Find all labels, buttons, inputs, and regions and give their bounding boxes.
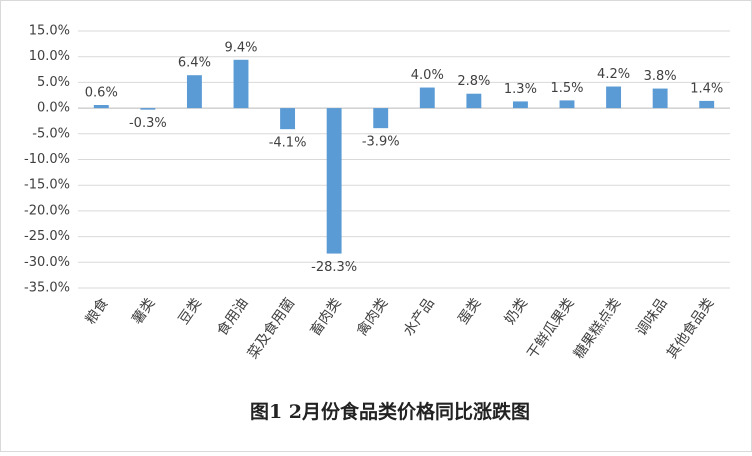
value-label: 1.3% bbox=[504, 82, 537, 97]
bar bbox=[559, 100, 575, 109]
y-tick-label: 0.0% bbox=[37, 101, 70, 116]
y-tick-label: -25.0% bbox=[24, 229, 70, 244]
y-tick-label: -20.0% bbox=[24, 203, 70, 218]
value-label: 1.4% bbox=[690, 81, 723, 96]
value-label: 2.8% bbox=[457, 74, 490, 89]
y-tick-label: -35.0% bbox=[24, 281, 70, 296]
value-label: 4.0% bbox=[411, 68, 444, 83]
value-label: 9.4% bbox=[224, 40, 257, 55]
value-label: 4.2% bbox=[597, 67, 630, 82]
y-tick-label: 15.0% bbox=[29, 24, 70, 39]
value-label: 0.6% bbox=[85, 86, 118, 101]
y-tick-label: -5.0% bbox=[32, 126, 70, 141]
value-label: -4.1% bbox=[269, 136, 307, 151]
value-label: 3.8% bbox=[644, 69, 677, 84]
bar bbox=[419, 87, 435, 109]
value-label: 6.4% bbox=[178, 56, 211, 71]
bar bbox=[699, 100, 715, 109]
bar bbox=[280, 108, 296, 130]
y-tick-label: -15.0% bbox=[24, 178, 70, 193]
bar bbox=[233, 59, 249, 109]
bar bbox=[186, 75, 202, 109]
value-label: 1.5% bbox=[550, 81, 583, 96]
chart-title: 图1 2月份食品类价格同比涨跌图 bbox=[250, 400, 530, 423]
bar bbox=[512, 101, 528, 109]
y-tick-label: -30.0% bbox=[24, 255, 70, 270]
y-tick-label: -10.0% bbox=[24, 152, 70, 167]
y-tick-label: 10.0% bbox=[29, 49, 70, 64]
value-label: -3.9% bbox=[362, 135, 400, 150]
bar bbox=[652, 88, 668, 109]
bar bbox=[93, 105, 109, 109]
bar bbox=[140, 108, 156, 110]
bar bbox=[373, 108, 389, 129]
value-label: -28.3% bbox=[311, 260, 357, 275]
bar bbox=[606, 86, 622, 109]
y-tick-label: 5.0% bbox=[37, 75, 70, 90]
bar bbox=[326, 108, 342, 254]
value-label: -0.3% bbox=[129, 116, 167, 131]
bar bbox=[466, 93, 482, 109]
